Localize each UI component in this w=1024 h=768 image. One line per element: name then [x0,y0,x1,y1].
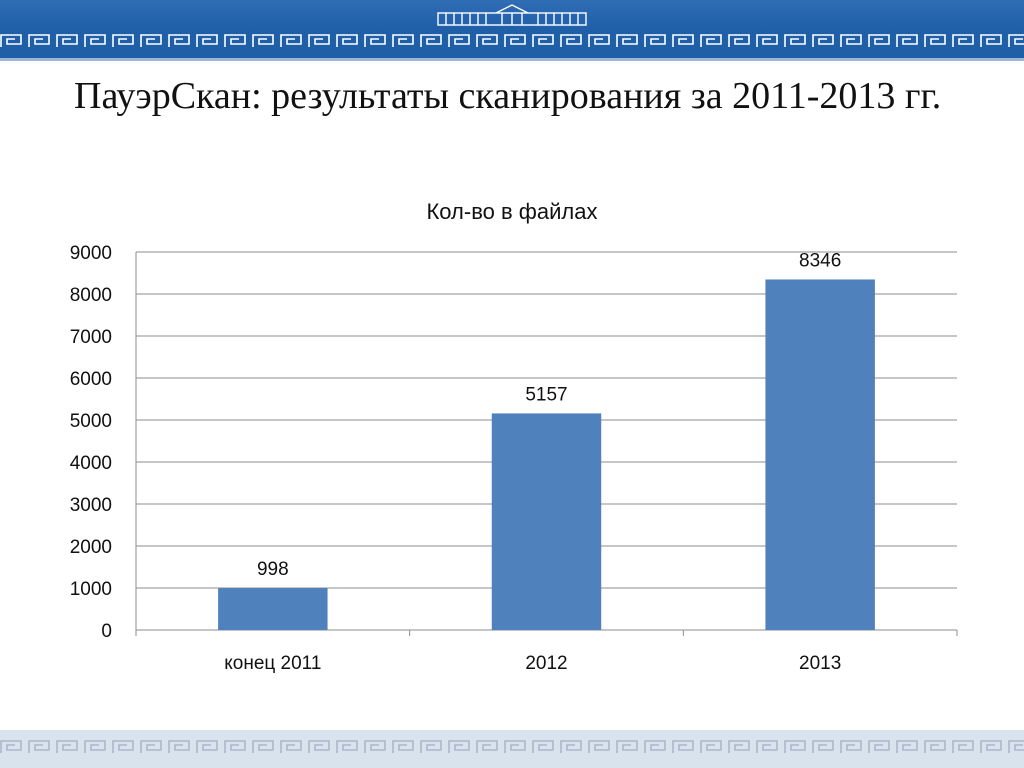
y-tick-label: 8000 [70,285,112,306]
y-tick-label: 1000 [70,579,112,600]
bar [765,279,875,630]
y-tick-label: 4000 [70,453,112,474]
y-tick-label: 3000 [70,495,112,516]
y-tick-label: 6000 [70,369,112,390]
building-emblem-icon [437,4,587,26]
y-tick-label: 2000 [70,537,112,558]
chart-labels: Кол-во в файлах 0 1000 2000 3000 4000 5000 600… [70,199,842,674]
slide-title: ПауэрСкан: результаты сканирования за 20… [74,75,942,117]
x-tick-label: 2013 [799,653,841,674]
footer-meander-ornament [0,740,1024,754]
data-label: 998 [257,559,289,580]
y-tick-label: 5000 [70,411,112,432]
data-label: 5157 [525,384,567,405]
chart-title: Кол-во в файлах [426,199,597,224]
y-tick-label: 9000 [70,243,112,264]
footer-band [0,730,1024,768]
data-label: 8346 [799,250,841,271]
x-tick-label: конец 2011 [224,653,321,674]
x-tick-label: 2012 [525,653,567,674]
bar [218,588,328,630]
bars [218,279,875,630]
bar [491,413,602,630]
header-divider [0,58,1024,61]
header-meander-ornament [0,34,1024,48]
header-band [0,0,1024,58]
bar-chart: Кол-во в файлах 0 1000 2000 3000 4000 5000 600… [70,199,958,674]
y-tick-label: 0 [101,621,112,642]
y-tick-label: 7000 [70,327,112,348]
